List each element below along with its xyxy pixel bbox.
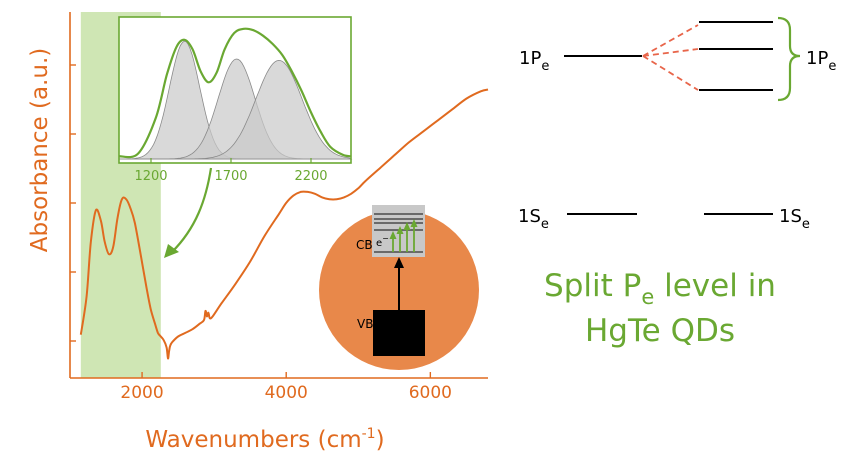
inset-x-tick-label: 1200 [134,169,167,184]
grouping-brace [778,18,800,100]
x-tick-labels: 2000 4000 6000 [120,383,452,403]
s-level-left-label: 1Se [518,206,549,232]
x-axis-label: Wavenumbers (cm-1) [145,426,384,453]
caption-line-2: HgTe QDs [585,313,735,349]
inset-x-tick-label: 1700 [214,169,247,184]
p-level-right-label: 1Pe [806,48,836,74]
band-diagram: CB e− VB [319,205,479,370]
energy-level-diagram: 1Pe 1Pe 1Se 1Se [518,18,836,232]
y-axis-label: Absorbance (a.u.) [27,48,53,252]
caption-line-1: Split Pe level in [544,268,776,309]
p-level-left-label: 1Pe [519,48,549,74]
cb-label: CB [356,238,373,252]
caption: Split Pe level in HgTe QDs [544,268,776,349]
split-dashes [643,25,698,90]
inset-deconvolution: 1200 1700 2200 [119,17,351,184]
inset-pointer-arrow [164,168,211,258]
x-tick-label: 6000 [409,383,452,403]
vb-label: VB [357,317,373,331]
s-level-right-label: 1Se [779,206,810,232]
x-tick-label: 4000 [265,383,308,403]
valence-band-box [373,310,425,356]
x-tick-label: 2000 [120,383,163,403]
inset-x-tick-label: 2200 [294,169,327,184]
y-axis [70,12,76,378]
